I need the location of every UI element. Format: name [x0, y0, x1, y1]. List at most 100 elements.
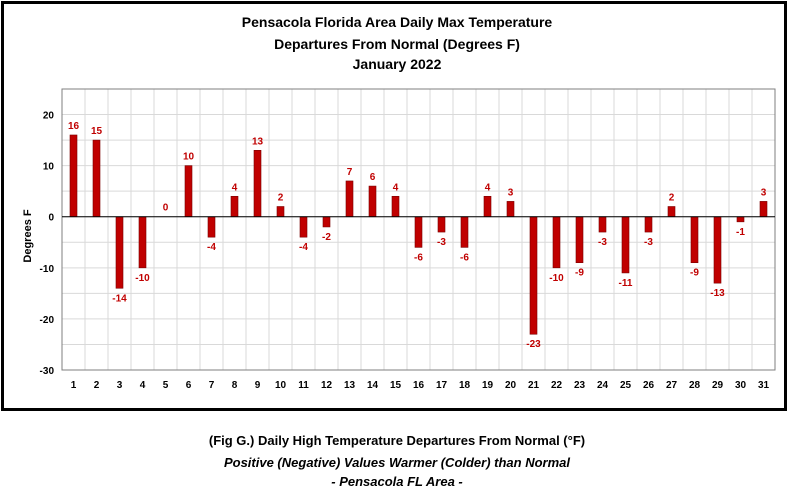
x-tick-label: 7	[209, 380, 215, 391]
data-label: 0	[163, 203, 169, 214]
x-tick-label: 5	[163, 380, 169, 391]
data-label: -11	[619, 278, 633, 289]
bar	[184, 165, 193, 218]
data-label: -6	[414, 252, 423, 263]
chart-title-line-3: January 2022	[352, 56, 442, 72]
data-label: -2	[322, 232, 331, 243]
bar	[667, 206, 676, 218]
bar	[299, 216, 308, 238]
x-tick-label: 28	[689, 380, 701, 391]
data-label: -9	[575, 268, 584, 279]
x-tick-label: 3	[117, 380, 123, 391]
bar	[115, 216, 124, 289]
x-tick-label: 22	[551, 380, 563, 391]
bar	[322, 216, 331, 228]
bar	[368, 185, 377, 218]
data-label: -3	[437, 237, 446, 248]
data-label: 4	[485, 182, 491, 193]
bar	[690, 216, 699, 264]
bar	[506, 201, 515, 218]
bar	[230, 195, 239, 218]
bar	[437, 216, 446, 233]
caption-line-3: - Pensacola FL Area -	[331, 474, 463, 489]
x-tick-label: 17	[436, 380, 448, 391]
x-tick-label: 31	[758, 380, 770, 391]
x-tick-label: 9	[255, 380, 261, 391]
x-tick-label: 2	[94, 380, 100, 391]
data-label: 4	[232, 182, 238, 193]
bar	[460, 216, 469, 248]
data-label: -10	[135, 273, 150, 284]
bar	[621, 216, 630, 274]
data-label: 4	[393, 182, 399, 193]
x-tick-label: 12	[321, 380, 333, 391]
bar	[276, 206, 285, 218]
data-label: 2	[278, 193, 284, 204]
data-label: -14	[112, 293, 127, 304]
x-tick-label: 25	[620, 380, 632, 391]
data-label: 7	[347, 167, 353, 178]
x-tick-label: 10	[275, 380, 287, 391]
x-tick-label: 13	[344, 380, 356, 391]
x-tick-label: 4	[140, 380, 146, 391]
x-tick-label: 27	[666, 380, 678, 391]
data-labels: 16 15 -14 -10 0 10 -4 4 13 2 -4 -2 7 6 4 -6 -3 -6 4 3 -23 -10…	[68, 121, 767, 350]
x-tick-label: 29	[712, 380, 724, 391]
x-tick-label: 15	[390, 380, 402, 391]
bar	[92, 139, 101, 218]
bar	[575, 216, 584, 264]
y-axis-label: Degrees F	[22, 209, 34, 262]
data-label: -4	[207, 242, 216, 253]
x-tick-label: 26	[643, 380, 655, 391]
data-label: -9	[690, 268, 699, 279]
y-tick-label: 0	[48, 213, 54, 224]
data-label: -3	[644, 237, 653, 248]
x-tick-label: 8	[232, 380, 238, 391]
x-tick-label: 20	[505, 380, 517, 391]
bar	[598, 216, 607, 233]
bar	[138, 216, 147, 269]
bar	[345, 180, 354, 218]
bar	[759, 201, 768, 218]
chart-title-line-2: Departures From Normal (Degrees F)	[274, 36, 520, 52]
y-tick-label: -10	[40, 264, 55, 275]
data-label: -23	[526, 339, 541, 350]
x-tick-label: 16	[413, 380, 425, 391]
data-label: 3	[508, 187, 514, 198]
bar	[713, 216, 722, 284]
data-label: -4	[299, 242, 308, 253]
data-label: -6	[460, 252, 469, 263]
caption-line-2: Positive (Negative) Values Warmer (Colde…	[223, 455, 571, 470]
data-label: -3	[598, 237, 607, 248]
data-label: 3	[761, 187, 767, 198]
y-tick-label: -30	[40, 366, 55, 377]
data-label: 2	[669, 193, 675, 204]
x-tick-label: 21	[528, 380, 540, 391]
bar	[207, 216, 216, 238]
data-label: 16	[68, 121, 80, 132]
plot-area-border	[61, 88, 776, 371]
bar	[736, 216, 745, 223]
y-tick-label: -20	[40, 315, 55, 326]
x-tick-label: 24	[597, 380, 609, 391]
data-label: -13	[710, 288, 725, 299]
bar	[552, 216, 561, 269]
x-tick-label: 1	[71, 380, 77, 391]
x-tick-label: 23	[574, 380, 586, 391]
x-tick-label: 14	[367, 380, 379, 391]
x-tick-label: 11	[298, 380, 309, 391]
bar	[414, 216, 423, 248]
y-tick-label: 20	[43, 111, 55, 122]
x-tick-label: 6	[186, 380, 192, 391]
data-label: -10	[549, 273, 564, 284]
bar	[644, 216, 653, 233]
data-label: 6	[370, 172, 376, 183]
x-tick-label: 18	[459, 380, 471, 391]
bar	[529, 216, 538, 335]
caption-line-1: (Fig G.) Daily High Temperature Departur…	[208, 433, 586, 448]
data-label: -1	[736, 227, 745, 238]
bar	[253, 150, 262, 218]
data-label: 10	[183, 152, 195, 163]
